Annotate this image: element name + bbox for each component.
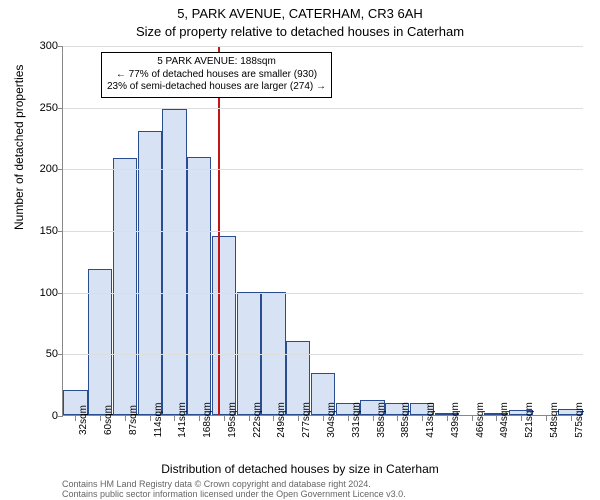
gridline (63, 354, 583, 355)
xtick-mark (472, 416, 473, 421)
xtick-label: 114sqm (153, 403, 164, 438)
xtick-mark (571, 416, 572, 421)
xtick-mark (397, 416, 398, 421)
xtick-mark (348, 416, 349, 421)
xtick-mark (323, 416, 324, 421)
xtick-mark (125, 416, 126, 421)
xtick-mark (373, 416, 374, 421)
xtick-mark (249, 416, 250, 421)
title-address: 5, PARK AVENUE, CATERHAM, CR3 6AH (0, 6, 600, 21)
xtick-mark (447, 416, 448, 421)
histogram-bar (88, 269, 112, 415)
ytick-label: 100 (18, 287, 58, 299)
xtick-label: 575sqm (574, 402, 585, 438)
xtick-mark (546, 416, 547, 421)
xtick-mark (273, 416, 274, 421)
xtick-label: 385sqm (400, 402, 411, 438)
ytick-label: 150 (18, 225, 58, 237)
gridline (63, 231, 583, 232)
xtick-label: 331sqm (351, 402, 362, 438)
ytick-label: 200 (18, 163, 58, 175)
histogram-bar (138, 131, 162, 415)
gridline (63, 108, 583, 109)
ytick-mark (58, 108, 63, 109)
chart-container: 5, PARK AVENUE, CATERHAM, CR3 6AH Size o… (0, 0, 600, 500)
histogram-bar (162, 109, 186, 415)
xtick-label: 168sqm (202, 402, 213, 438)
xtick-label: 521sqm (524, 402, 535, 438)
xtick-mark (496, 416, 497, 421)
histogram-bar (237, 292, 261, 415)
annotation-line3: 23% of semi-detached houses are larger (… (107, 81, 326, 94)
annotation-box: 5 PARK AVENUE: 188sqm ← 77% of detached … (101, 52, 332, 98)
xtick-label: 60sqm (103, 405, 114, 435)
histogram-bar (261, 292, 285, 415)
xtick-mark (100, 416, 101, 421)
credits: Contains HM Land Registry data © Crown c… (62, 480, 406, 500)
ytick-mark (58, 354, 63, 355)
histogram-bar (113, 158, 137, 415)
plot-area: 5 PARK AVENUE: 188sqm ← 77% of detached … (62, 46, 582, 416)
xtick-mark (75, 416, 76, 421)
gridline (63, 169, 583, 170)
xtick-label: 304sqm (326, 402, 337, 438)
xtick-label: 195sqm (227, 402, 238, 438)
xtick-mark (422, 416, 423, 421)
title-subtitle: Size of property relative to detached ho… (0, 24, 600, 39)
ytick-mark (58, 231, 63, 232)
ytick-mark (58, 169, 63, 170)
xtick-mark (224, 416, 225, 421)
xtick-label: 494sqm (499, 402, 510, 438)
ytick-label: 250 (18, 102, 58, 114)
ytick-label: 0 (18, 410, 58, 422)
bars-group (63, 45, 583, 415)
xtick-label: 32sqm (78, 405, 89, 435)
gridline (63, 293, 583, 294)
ytick-label: 300 (18, 40, 58, 52)
annotation-line2: ← 77% of detached houses are smaller (93… (107, 69, 326, 82)
xtick-mark (298, 416, 299, 421)
histogram-bar (187, 157, 211, 415)
xtick-label: 358sqm (376, 402, 387, 438)
xtick-mark (199, 416, 200, 421)
xtick-label: 87sqm (128, 405, 139, 435)
xtick-mark (174, 416, 175, 421)
credits-line2: Contains public sector information licen… (62, 490, 406, 500)
xtick-label: 466sqm (475, 402, 486, 438)
ytick-mark (58, 416, 63, 417)
y-axis-label: Number of detached properties (12, 65, 26, 230)
xtick-label: 548sqm (549, 402, 560, 438)
xtick-label: 439sqm (450, 402, 461, 438)
xtick-label: 222sqm (252, 402, 263, 438)
annotation-line1: 5 PARK AVENUE: 188sqm (107, 56, 326, 69)
xtick-mark (521, 416, 522, 421)
xtick-label: 413sqm (425, 402, 436, 438)
x-axis-label: Distribution of detached houses by size … (0, 462, 600, 476)
xtick-label: 141sqm (177, 402, 188, 438)
ytick-mark (58, 46, 63, 47)
xtick-mark (150, 416, 151, 421)
ytick-mark (58, 293, 63, 294)
histogram-bar (212, 236, 236, 415)
xtick-label: 277sqm (301, 402, 312, 438)
xtick-label: 249sqm (276, 402, 287, 438)
ytick-label: 50 (18, 348, 58, 360)
gridline (63, 46, 583, 47)
